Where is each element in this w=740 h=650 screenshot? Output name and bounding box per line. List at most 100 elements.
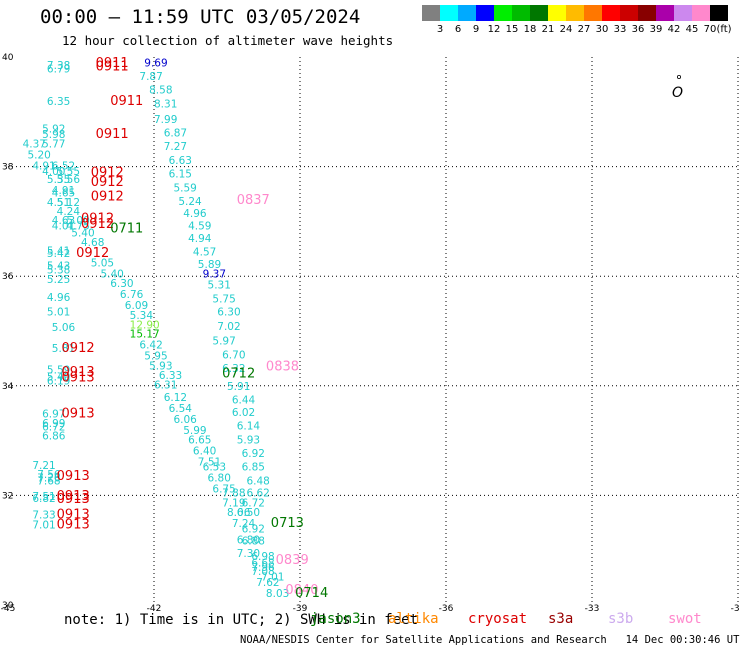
wave-height-label: 5.20 <box>27 149 50 161</box>
wave-height-label: 7.27 <box>164 141 187 153</box>
wave-height-label: 4.65 <box>52 188 75 200</box>
scale-swatch <box>674 5 692 21</box>
wave-height-label: 6.92 <box>242 524 265 536</box>
wave-height-label: 6.31 <box>154 380 177 392</box>
pass-time-label: 0912 <box>81 211 114 226</box>
wave-height-label: 6.30 <box>110 278 133 290</box>
mission-label: altika <box>388 611 439 627</box>
wave-height-label: 6.87 <box>164 127 187 139</box>
wave-height-label: 6.97 <box>42 409 65 421</box>
wave-height-label: 7.19 <box>222 497 245 509</box>
pass-time-label: 0913 <box>62 407 95 422</box>
pass-time-label: 0714 <box>295 586 328 601</box>
scale-tick-label: 27 <box>578 24 591 35</box>
scale-swatch <box>512 5 530 21</box>
wave-height-label: 7.51 <box>32 491 55 503</box>
mission-label: swot <box>668 611 702 627</box>
scale-swatch <box>548 5 566 21</box>
wave-height-label: 7.38 <box>47 60 70 72</box>
wave-height-label: 7.99 <box>154 114 177 126</box>
longitude-tick-label: -39 <box>293 604 308 614</box>
mission-label: cryosat <box>468 611 528 627</box>
scale-tick-label: 15 <box>506 24 519 35</box>
wave-height-label: 5.59 <box>173 182 196 194</box>
wave-height-label: 5.31 <box>208 279 231 291</box>
wave-height-label: 6.42 <box>139 340 162 352</box>
wave-height-label: 6.54 <box>169 403 193 415</box>
scale-swatch <box>458 5 476 21</box>
wave-height-label: 4.96 <box>47 292 71 304</box>
wave-height-label: 5.77 <box>42 138 65 150</box>
wave-height-label: 6.72 <box>42 422 65 434</box>
wave-height-label: 6.98 <box>251 551 274 563</box>
wave-height-label: 5.99 <box>183 425 206 437</box>
wave-height-label: 5.98 <box>42 129 65 141</box>
wave-height-label: 6.33 <box>159 370 182 382</box>
pass-time-label: 0911 <box>110 94 143 109</box>
longitude-tick-label: -36 <box>439 604 454 614</box>
wave-height-label: 5.38 <box>47 264 70 276</box>
pass-time-label: 0912 <box>91 175 124 190</box>
wave-height-label: 6.79 <box>47 63 70 75</box>
wave-height-label: 6.53 <box>203 462 226 474</box>
wave-height-label: 7.24 <box>232 518 256 530</box>
wave-height-label: 7.56 <box>37 469 61 481</box>
pass-time-label: 0913 <box>57 469 90 484</box>
wave-height-label: 5.59 <box>47 365 70 377</box>
footer-note: note: 1) Time is in UTC; 2) SWH is in fe… <box>64 612 419 628</box>
wave-height-label: 5.35 <box>47 174 70 186</box>
mission-label: s3b <box>608 611 634 627</box>
scale-tick-label: 45 <box>686 24 699 35</box>
latitude-tick-label: 32 <box>2 491 13 501</box>
wave-height-label: 6.40 <box>193 445 216 457</box>
wave-height-label: 6.76 <box>120 289 144 301</box>
wave-height-label: 8.06 <box>227 507 251 519</box>
wave-height-label: 4.00 <box>42 166 65 178</box>
wave-height-label: 5.56 <box>57 174 81 186</box>
scale-swatch <box>656 5 674 21</box>
scale-swatch <box>710 5 728 21</box>
wave-height-label: 5.24 <box>178 196 202 208</box>
scale-swatch <box>584 5 602 21</box>
latitude-tick-label: 38 <box>2 163 14 173</box>
wave-height-label: 5.55 <box>57 166 80 178</box>
wave-height-label: 5.12 <box>57 197 80 209</box>
wave-height-label: 6.99 <box>42 418 65 430</box>
scale-tick-label: 6 <box>455 24 461 35</box>
wave-height-label: 6.19 <box>47 376 70 388</box>
wave-height-label: 5.81 <box>52 343 75 355</box>
scale-tick-label: 70 <box>704 24 717 35</box>
wave-height-label: 6.75 <box>212 484 235 496</box>
wave-height-label: 4.91 <box>52 185 75 197</box>
scale-tick-label: 12 <box>488 24 501 35</box>
pass-time-label: 0913 <box>62 370 95 385</box>
wave-height-label: 4.24 <box>57 206 81 218</box>
pass-time-label: 0912 <box>62 341 95 356</box>
scale-swatch <box>422 5 440 21</box>
wave-height-label: 6.12 <box>164 392 187 404</box>
latitude-tick-label: 30 <box>2 601 14 611</box>
pass-time-label: 0913 <box>57 489 90 504</box>
wave-height-label: 5.93 <box>149 360 172 372</box>
credit-line: NOAA/NESDIS Center for Satellite Applica… <box>240 634 740 646</box>
latitude-tick-label: 34 <box>2 382 14 392</box>
wave-height-label: 6.62 <box>246 487 269 499</box>
wave-height-label: 5.92 <box>42 124 65 136</box>
wave-height-label: 6.72 <box>242 497 265 509</box>
pass-time-label: 0838 <box>266 359 299 374</box>
wave-height-label: 6.63 <box>169 155 192 167</box>
wave-height-label: 6.92 <box>242 448 265 460</box>
wave-height-label: 6.80 <box>208 473 231 485</box>
wave-height-label: 6.50 <box>237 507 260 519</box>
wave-height-label: 7.26 <box>37 473 61 485</box>
scale-swatch <box>566 5 584 21</box>
pass-time-label: 0912 <box>91 190 124 205</box>
scale-swatch <box>692 5 710 21</box>
wave-height-label: 5.97 <box>212 336 235 348</box>
wave-height-label: 6.09 <box>125 300 148 312</box>
scale-swatch <box>602 5 620 21</box>
wave-height-label: 5.95 <box>144 350 167 362</box>
wave-height-label: 5.43 <box>47 261 70 273</box>
wave-height-label: 4.59 <box>188 221 211 233</box>
